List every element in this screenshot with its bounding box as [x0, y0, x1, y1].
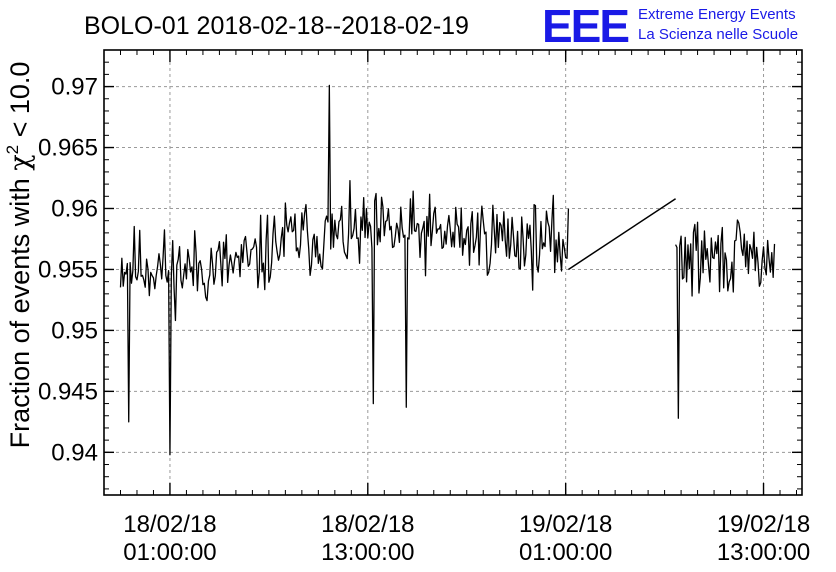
axis-ticks: [103, 49, 802, 495]
x-tick-label-date: 19/02/18: [717, 511, 810, 538]
y-tick-label: 0.96: [51, 195, 98, 222]
x-tick-label-time: 01:00:00: [519, 539, 612, 566]
chart-title: BOLO-01 2018-02-18--2018-02-19: [84, 12, 469, 40]
gap-bridge-line: [568, 198, 677, 271]
eee-logo: EEE Extreme Energy Events La Scienza nel…: [542, 0, 798, 52]
x-tick-label-date: 19/02/18: [519, 511, 612, 538]
logo-line-1: Extreme Energy Events: [638, 6, 796, 23]
y-axis-label-part-1: Fraction of events with: [5, 171, 35, 449]
eee-logo-mark: EEE: [542, 0, 628, 52]
series-line-segment-1: [119, 84, 570, 456]
tick-labels: 0.940.9450.950.9550.960.9650.9718/02/180…: [38, 74, 810, 566]
y-axis-label-part-2: < 10.0: [5, 62, 35, 145]
x-tick-label-time: 13:00:00: [321, 539, 414, 566]
logo-line-2: La Scienza nelle Scuole: [638, 26, 798, 43]
y-axis-label: Fraction of events with χ2 < 10.0: [3, 62, 36, 449]
plot-frame: [103, 49, 803, 496]
y-tick-label: 0.95: [51, 317, 98, 344]
x-tick-label-date: 18/02/18: [321, 511, 414, 538]
y-tick-label: 0.97: [51, 74, 98, 101]
series-line-segment-2: [675, 219, 776, 419]
x-tick-label-time: 13:00:00: [717, 539, 810, 566]
y-axis-label-chi: χ: [5, 154, 36, 170]
data-series: [119, 84, 776, 456]
grid: [104, 50, 802, 495]
y-tick-label: 0.945: [38, 378, 98, 405]
y-tick-label: 0.965: [38, 135, 98, 162]
y-axis-label-exponent: 2: [3, 145, 22, 154]
x-tick-label-date: 18/02/18: [123, 511, 216, 538]
y-tick-label: 0.94: [51, 439, 98, 466]
y-tick-label: 0.955: [38, 256, 98, 283]
x-tick-label-time: 01:00:00: [123, 539, 216, 566]
